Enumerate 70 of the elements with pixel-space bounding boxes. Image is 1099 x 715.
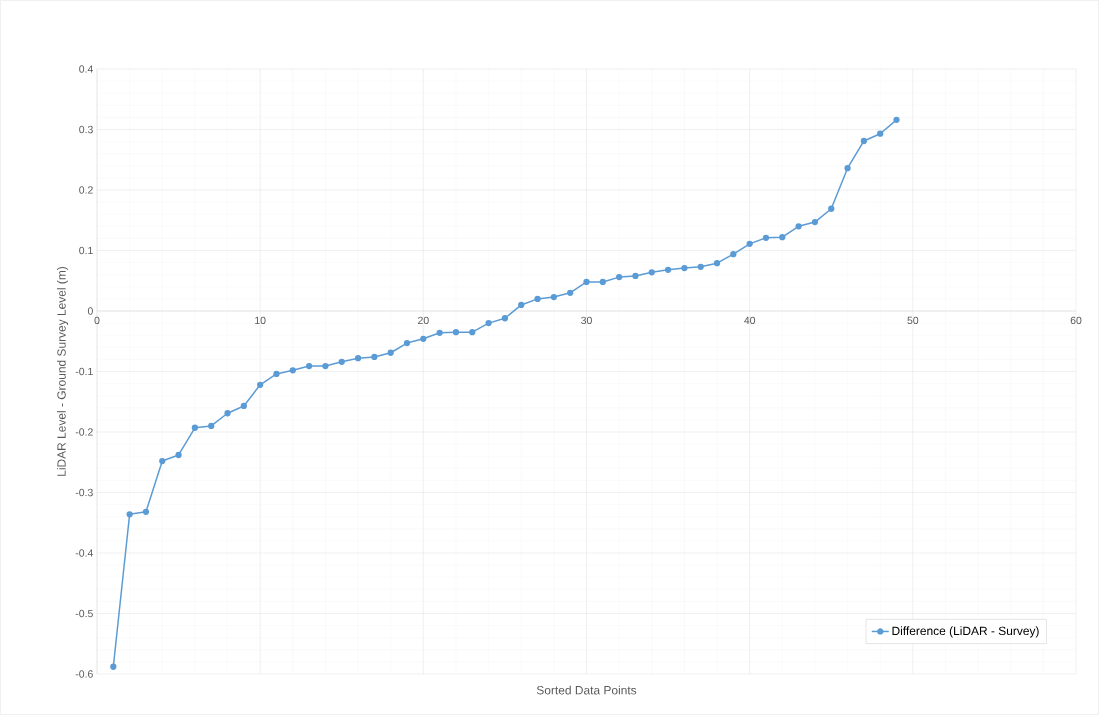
point [877, 130, 884, 137]
point [746, 240, 753, 247]
point [632, 272, 639, 280]
x-tick-label: 60 [1070, 316, 1082, 325]
point [452, 329, 460, 336]
point [387, 349, 394, 356]
y-tick-label: -0.4 [75, 549, 93, 557]
x-axis-title: Sorted Data Points [536, 685, 637, 695]
y-tick-label: -0.5 [75, 609, 93, 618]
x-tick-label: 30 [581, 316, 592, 325]
point [289, 367, 296, 374]
point [191, 424, 199, 431]
y-tick-label: 0.3 [79, 125, 93, 134]
point [485, 319, 492, 327]
point [550, 293, 558, 301]
point [322, 362, 329, 370]
point [713, 260, 721, 267]
point [403, 339, 411, 347]
point [616, 273, 623, 281]
y-axis-title: LiDAR Level - Ground Survey Level (m) [56, 266, 69, 476]
y-tick-label: 0.1 [79, 246, 93, 255]
x-tick-label: 20 [418, 316, 429, 325]
point [224, 410, 231, 417]
point [208, 422, 215, 430]
point [338, 358, 345, 365]
point [567, 289, 574, 296]
y-tick-label: 0.2 [79, 186, 93, 194]
point [240, 402, 247, 410]
y-tick-label: 0.4 [79, 65, 93, 73]
point [142, 508, 150, 515]
point [273, 370, 280, 378]
point [305, 362, 313, 370]
point [599, 278, 606, 286]
point [126, 511, 133, 518]
point [697, 263, 704, 270]
point [648, 269, 655, 276]
x-tick-label: 40 [744, 316, 756, 325]
point [860, 137, 868, 145]
point [159, 457, 166, 465]
point [583, 278, 590, 286]
legend-label: Difference (LiDAR - Survey) [892, 626, 1039, 638]
point [779, 234, 786, 241]
point [371, 353, 378, 361]
point [795, 223, 802, 230]
x-tick-label: 10 [255, 316, 266, 325]
point [354, 355, 362, 362]
point [436, 329, 443, 336]
y-tick-label: -0.3 [75, 488, 93, 497]
point [681, 264, 688, 272]
point [534, 295, 541, 303]
point [175, 451, 182, 459]
y-tick-label: -0.6 [75, 670, 93, 678]
point [664, 266, 672, 273]
point [811, 218, 819, 226]
point [762, 234, 770, 241]
point [730, 250, 737, 258]
point [469, 329, 476, 336]
point [844, 165, 851, 172]
point [518, 301, 525, 309]
y-tick-label: 0 [87, 307, 93, 315]
y-tick-label: -0.1 [75, 367, 93, 376]
point [257, 381, 264, 388]
y-tick-label: -0.2 [75, 428, 93, 436]
x-tick-label: 50 [907, 316, 919, 325]
point [420, 335, 427, 342]
x-tick-label: 0 [94, 316, 100, 325]
point [110, 663, 117, 670]
point [893, 116, 900, 123]
point [501, 315, 509, 322]
point [828, 205, 835, 212]
